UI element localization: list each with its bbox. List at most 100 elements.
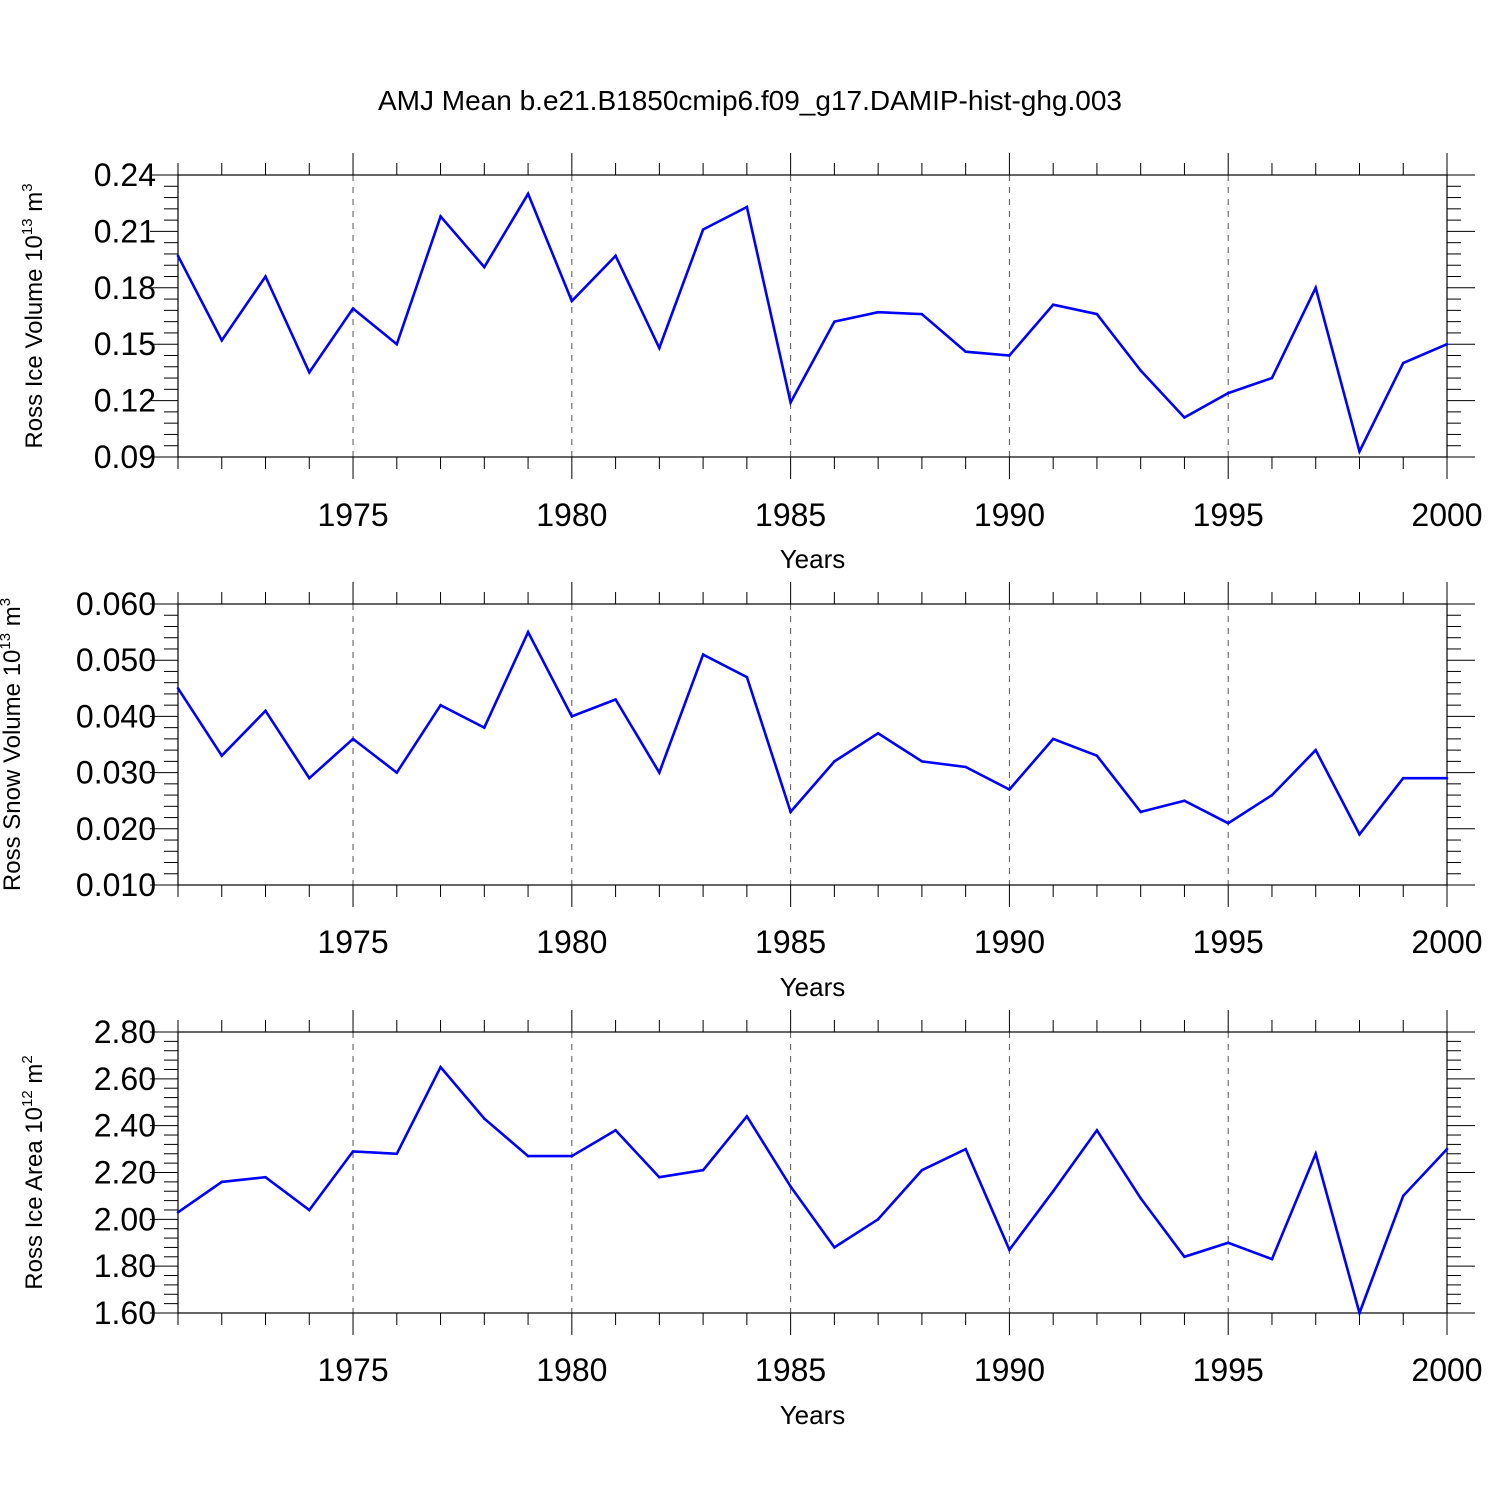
y-axis-label: Ross Ice Volume 1013 m3 <box>19 183 48 448</box>
data-point <box>1270 1257 1274 1261</box>
data-point <box>1445 1147 1449 1151</box>
data-point <box>1183 799 1186 802</box>
data-point <box>1051 303 1055 307</box>
data-point <box>395 771 399 774</box>
data-point <box>833 320 836 323</box>
data-point <box>1445 342 1449 346</box>
data-point <box>264 275 267 278</box>
y-axis-label-exponent: 13 <box>0 633 14 650</box>
data-point <box>658 346 661 350</box>
data-point <box>1008 354 1011 357</box>
data-point <box>789 1185 792 1188</box>
x-tick-label: 1990 <box>974 924 1045 960</box>
data-point <box>876 310 880 314</box>
data-point <box>483 726 486 729</box>
y-tick-label: 0.030 <box>76 755 156 791</box>
series-line <box>176 629 1447 837</box>
y-tick-label: 0.24 <box>94 157 156 193</box>
x-axis-label: Years <box>780 972 846 1002</box>
data-point <box>351 1150 355 1153</box>
y-tick-label: 2.60 <box>94 1061 156 1097</box>
x-tick-label: 1995 <box>1193 497 1264 533</box>
data-point <box>1095 1129 1099 1132</box>
data-point <box>745 205 749 209</box>
y-axis-label-unit-exponent: 3 <box>19 183 36 191</box>
data-point <box>220 1180 224 1184</box>
series-line <box>176 190 1448 456</box>
data-point <box>307 371 311 374</box>
data-point <box>658 771 661 774</box>
data-point <box>1445 776 1449 780</box>
data-point <box>1051 1189 1055 1193</box>
chart-panel-3: 1.60 1.80 2.00 2.20 2.40 2.60 2.80 1975 1980 1985… <box>19 1010 1483 1430</box>
x-tick-label: 1985 <box>755 1352 826 1388</box>
data-point <box>614 1129 617 1132</box>
data-point <box>1358 450 1361 453</box>
data-point <box>1270 793 1274 797</box>
series-line <box>177 1064 1448 1318</box>
data-point <box>264 709 267 713</box>
data-point <box>789 810 792 814</box>
y-tick-label: 0.040 <box>76 698 156 734</box>
data-point <box>220 339 224 342</box>
data-point <box>1226 1241 1230 1245</box>
data-point <box>1095 312 1099 316</box>
data-point <box>614 698 617 701</box>
data-point <box>833 1246 836 1249</box>
data-point <box>1183 1255 1186 1259</box>
chart-panel-2: 0.010 0.020 0.030 0.040 0.050 0.060 1975 1980 19… <box>0 582 1483 1002</box>
y-axis-label-exponent: 13 <box>19 218 36 235</box>
data-point <box>1139 369 1142 372</box>
data-point <box>264 1175 267 1179</box>
y-axis-label: Ross Ice Area 1012 m2 <box>19 1055 48 1289</box>
data-point <box>1183 416 1186 419</box>
x-tick-label: 2000 <box>1411 1352 1482 1388</box>
data-point <box>964 765 967 769</box>
data-point <box>307 1208 311 1212</box>
data-point <box>701 653 705 656</box>
data-point <box>395 1152 399 1156</box>
data-point <box>351 307 355 310</box>
data-point <box>920 760 924 763</box>
data-point <box>1008 1248 1011 1252</box>
data-point <box>570 299 574 303</box>
data-point <box>1314 748 1318 752</box>
data-point <box>1401 776 1405 780</box>
plot-frame <box>177 174 1448 458</box>
data-point <box>964 1147 967 1151</box>
plot-frame <box>177 1031 1448 1314</box>
data-point <box>614 254 617 258</box>
y-axis-label-exponent: 12 <box>19 1090 36 1107</box>
y-tick-label: 0.010 <box>76 867 156 903</box>
y-axis-label-text: Ross Ice Volume 10 <box>21 235 48 448</box>
data-point <box>439 1065 442 1069</box>
data-point <box>920 312 924 316</box>
y-tick-label: 1.60 <box>94 1295 156 1331</box>
y-axis-label-unit: m <box>21 1064 48 1091</box>
data-point <box>439 215 442 218</box>
data-point <box>1358 1311 1361 1315</box>
data-point <box>176 1211 180 1214</box>
x-tick-label: 1975 <box>317 924 388 960</box>
x-tick-label: 1985 <box>755 497 826 533</box>
y-tick-label: 1.80 <box>94 1248 156 1284</box>
x-tick-label: 1995 <box>1193 1352 1264 1388</box>
data-point <box>745 1115 749 1118</box>
data-point <box>351 737 355 741</box>
x-tick-label: 1980 <box>536 1352 607 1388</box>
chart-panel-1: 0.09 0.12 0.15 0.18 0.21 0.24 1975 1980 1985 1990… <box>19 153 1483 574</box>
x-axis-label: Years <box>780 1400 846 1430</box>
data-point <box>920 1168 924 1172</box>
data-point <box>483 265 486 269</box>
x-tick-label: 1980 <box>536 497 607 533</box>
data-point <box>439 703 442 707</box>
data-point <box>1401 361 1405 365</box>
x-tick-label: 1975 <box>317 1352 388 1388</box>
y-axis-label-text: Ross Ice Area 10 <box>21 1107 48 1290</box>
y-tick-label: 0.060 <box>76 586 156 622</box>
data-point <box>570 1154 574 1158</box>
data-point <box>1314 1152 1318 1156</box>
x-tick-label: 1980 <box>536 924 607 960</box>
x-tick-label: 2000 <box>1411 924 1482 960</box>
y-axis-label-unit: m <box>0 606 26 633</box>
